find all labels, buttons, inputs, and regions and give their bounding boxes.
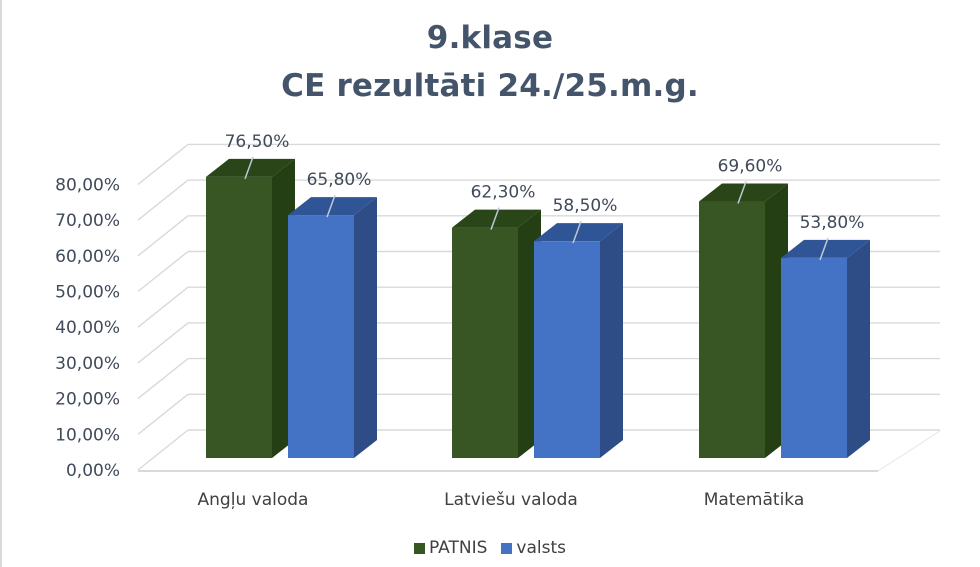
y-tick-label: 30,00%: [55, 354, 120, 374]
data-label: 76,50%: [225, 132, 290, 152]
y-axis-ticks: 0,00% 10,00% 20,00% 30,00% 40,00% 50,00% 60,00…: [55, 175, 120, 481]
y-tick-label: 0,00%: [66, 461, 120, 481]
chart-title-line-1: 9.klase: [426, 20, 554, 56]
bar-valsts-2[interactable]: 53,80%: [781, 213, 870, 458]
bar-valsts-0[interactable]: 65,80%: [288, 170, 377, 458]
legend-item-patnis[interactable]: PATNIS: [414, 538, 487, 558]
bar-patnis-2[interactable]: 69,60%: [699, 157, 788, 458]
bar-valsts-1[interactable]: 58,50%: [534, 196, 623, 458]
y-tick-label: 10,00%: [55, 425, 120, 445]
bar-patnis-0[interactable]: 76,50%: [206, 132, 295, 458]
x-axis-category-label: Matemātika: [704, 490, 805, 510]
x-axis-category-label: Angļu valoda: [198, 490, 309, 510]
bars: 76,50% 65,80% 62,30% 58,50% 69,60% 53,80%: [206, 132, 870, 458]
x-axis-category-label: Latviešu valoda: [444, 490, 578, 510]
data-label: 53,80%: [800, 213, 865, 233]
y-tick-label: 70,00%: [55, 211, 120, 231]
y-tick-label: 50,00%: [55, 283, 120, 303]
y-tick-label: 60,00%: [55, 247, 120, 267]
data-label: 58,50%: [553, 196, 618, 216]
y-tick-label: 80,00%: [55, 175, 120, 195]
y-tick-label: 40,00%: [55, 318, 120, 338]
legend-label-patnis: PATNIS: [429, 538, 488, 558]
data-label: 62,30%: [471, 183, 536, 203]
data-label: 65,80%: [307, 170, 372, 190]
legend-swatch-patnis: [414, 542, 425, 554]
chart-title-line-2: CE rezultāti 24./25.m.g.: [281, 68, 699, 104]
y-tick-label: 20,00%: [55, 390, 120, 410]
legend-swatch-valsts: [501, 542, 513, 554]
chart-legend: PATNIS valsts: [0, 538, 980, 558]
legend-item-valsts[interactable]: valsts: [501, 538, 566, 558]
bar-patnis-1[interactable]: 62,30%: [452, 183, 541, 458]
data-label: 69,60%: [718, 157, 783, 177]
legend-label-valsts: valsts: [516, 538, 566, 558]
